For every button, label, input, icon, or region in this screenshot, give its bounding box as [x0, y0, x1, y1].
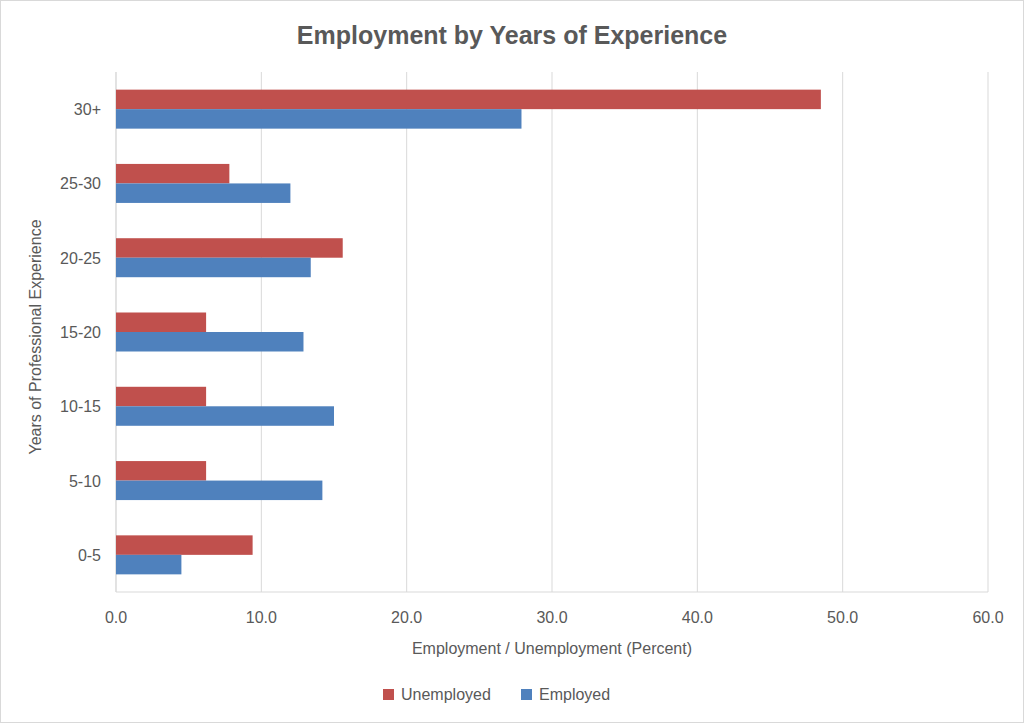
y-axis-label: Years of Professional Experience [27, 219, 44, 454]
bar [116, 313, 206, 333]
grid-line [842, 72, 843, 592]
x-tick-label: 0.0 [105, 609, 127, 626]
y-tick-label: 25-30 [60, 175, 101, 192]
bar [116, 406, 334, 426]
bar [116, 258, 311, 278]
legend-swatch [383, 689, 394, 700]
chart-border [1, 1, 1024, 723]
grid [116, 72, 988, 592]
bar [116, 164, 229, 184]
x-tick-label: 40.0 [682, 609, 713, 626]
bar [116, 332, 303, 352]
x-axis-line [116, 592, 988, 593]
y-tick-label: 20-25 [60, 250, 101, 267]
grid-line [988, 72, 989, 592]
bars [116, 90, 821, 575]
bar [116, 90, 821, 110]
bar [116, 481, 322, 501]
x-tick-label: 50.0 [827, 609, 858, 626]
x-tick-label: 30.0 [536, 609, 567, 626]
y-tick-label: 5-10 [69, 473, 101, 490]
y-tick-label: 10-15 [60, 398, 101, 415]
grid-line [552, 72, 553, 592]
x-tick-label: 60.0 [972, 609, 1003, 626]
bar [116, 238, 343, 258]
grid-line [697, 72, 698, 592]
legend-swatch [521, 689, 532, 700]
bar [116, 555, 181, 575]
bar [116, 387, 206, 407]
bar [116, 109, 521, 128]
x-tick-label: 20.0 [391, 609, 422, 626]
x-axis-label: Employment / Unemployment (Percent) [412, 640, 692, 657]
x-tick-label: 10.0 [246, 609, 277, 626]
bar [116, 535, 253, 555]
bar [116, 461, 206, 481]
y-tick-label: 30+ [74, 101, 101, 118]
y-tick-label: 0-5 [78, 547, 101, 564]
grid-line [406, 72, 407, 592]
y-tick-label: 15-20 [60, 324, 101, 341]
legend: Unemployed Employed [383, 686, 610, 703]
legend-label: Unemployed [401, 686, 491, 703]
title: Employment by Years of Experience [297, 21, 727, 49]
legend-label: Employed [539, 686, 610, 703]
chart: Employment by Years of Experience 0.0 10.0… [0, 0, 1024, 723]
bar [116, 183, 290, 203]
